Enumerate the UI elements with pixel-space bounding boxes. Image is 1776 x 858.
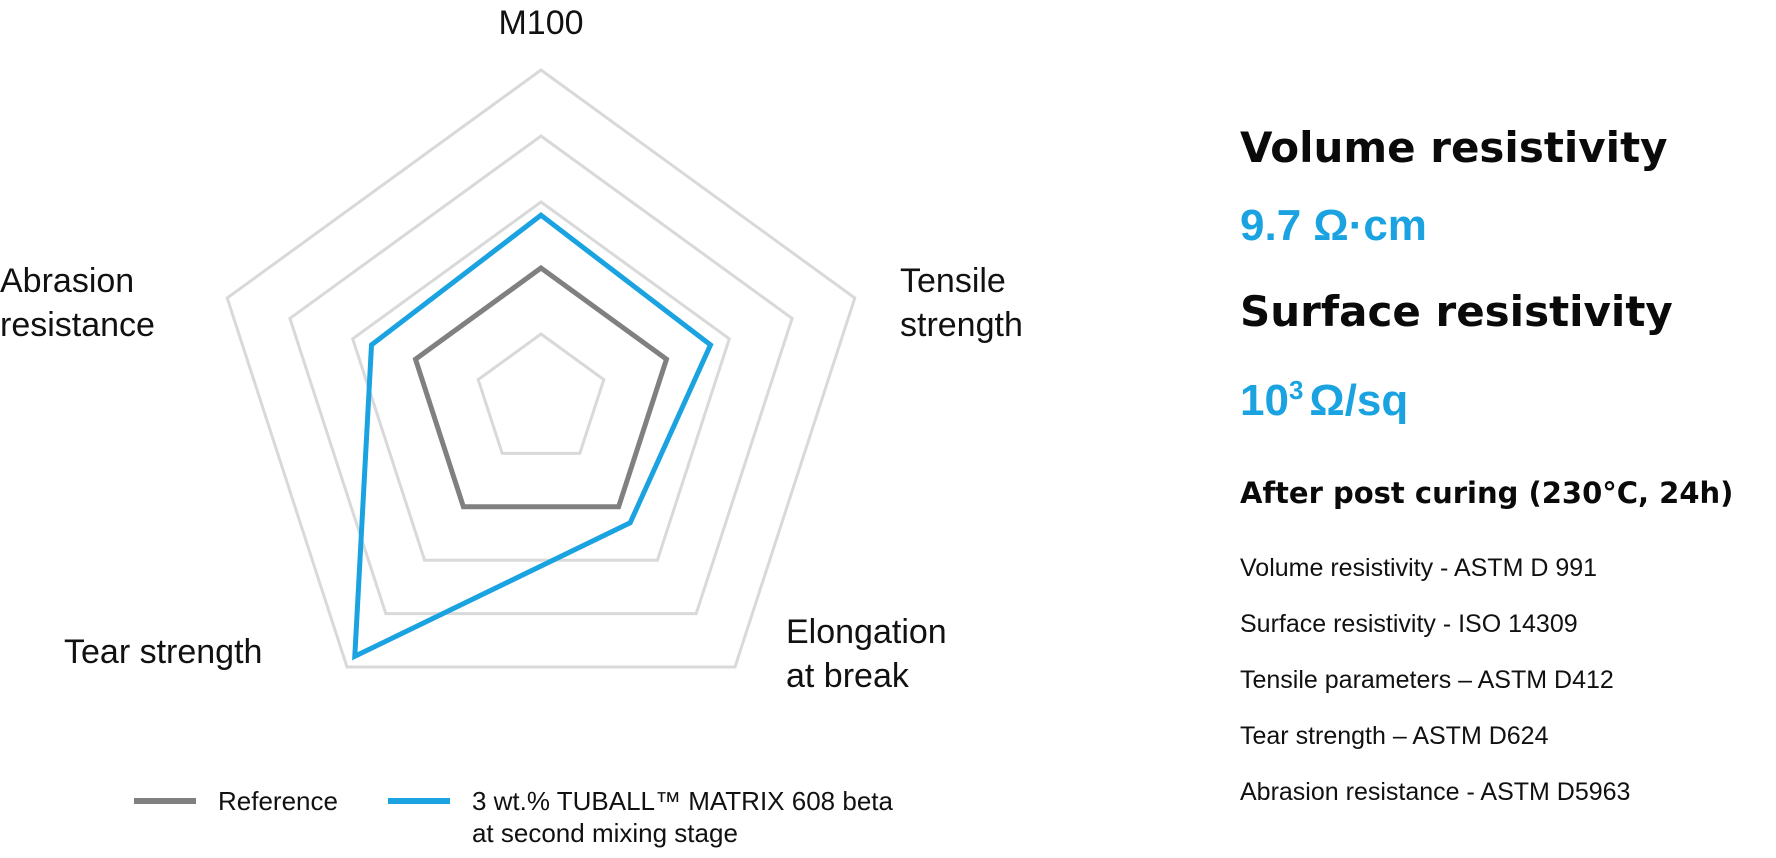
axis-label-3: Tear strength: [64, 633, 262, 671]
axis-label-0: M100: [498, 4, 583, 42]
axis-label-line: strength: [900, 306, 1023, 344]
test-method-item: Tear strength – ASTM D624: [1240, 722, 1549, 750]
axis-label-line: Tensile: [900, 262, 1006, 300]
axis-label-2: Elongation at break: [786, 613, 947, 695]
volume-resistivity-value: 9.7 Ω·cm: [1240, 201, 1427, 250]
legend-label-tuball: 3 wt.% TUBALL™ MATRIX 608 beta at second…: [471, 786, 893, 848]
grid-ring-1: [476, 332, 606, 455]
axis-label-line: Tear strength: [64, 633, 262, 671]
axis-label-4: Abrasion resistance: [0, 262, 155, 344]
axis-label-line: at break: [786, 657, 910, 695]
surface-value-base: 10: [1240, 376, 1289, 425]
radar-grid: [225, 68, 857, 669]
resistivity-panel: Volume resistivity 9.7 Ω·cm Surface resi…: [1240, 118, 1760, 833]
surface-resistivity-heading: Surface resistivity: [1240, 287, 1673, 336]
surface-value-unit: Ω/sq: [1309, 376, 1409, 425]
grid-ring-4: [288, 134, 794, 616]
radar-series: [352, 212, 714, 661]
axis-label-line: Elongation: [786, 613, 947, 651]
legend-label-reference: Reference: [218, 786, 338, 816]
test-method-item: Abrasion resistance - ASTM D5963: [1240, 778, 1631, 806]
axis-label-line: M100: [498, 4, 583, 42]
test-methods-list: Volume resistivity - ASTM D 991 Surface …: [1240, 553, 1760, 807]
volume-resistivity-heading: Volume resistivity: [1240, 123, 1668, 172]
legend-item-reference: Reference: [134, 785, 338, 817]
legend-item-tuball: 3 wt.% TUBALL™ MATRIX 608 beta at second…: [387, 785, 893, 849]
surface-resistivity-value: 103 Ω/sq: [1240, 360, 1760, 431]
series-line-0: [412, 264, 670, 510]
legend-swatch-reference: [134, 798, 196, 804]
surface-value-exponent: 3: [1288, 375, 1304, 405]
axis-label-line: Abrasion: [0, 262, 134, 300]
test-method-item: Volume resistivity - ASTM D 991: [1240, 554, 1598, 582]
series-line-1: [352, 212, 714, 661]
grid-ring-3: [350, 200, 732, 562]
test-method-item: Surface resistivity - ISO 14309: [1240, 610, 1578, 638]
radar-chart: M100 Tensile strength Elongation at break Tea…: [0, 4, 1023, 695]
legend: Reference 3 wt.% TUBALL™ MATRIX 608 beta…: [134, 785, 893, 849]
axis-label-1: Tensile strength: [900, 262, 1023, 344]
test-method-item: Tensile parameters – ASTM D412: [1240, 666, 1614, 694]
axis-label-line: resistance: [0, 306, 155, 344]
grid-ring-5: [225, 68, 857, 669]
after-curing-heading: After post curing (230°C, 24h): [1240, 476, 1734, 510]
legend-swatch-tuball: [387, 798, 450, 804]
axis-labels: M100 Tensile strength Elongation at break Tea…: [0, 4, 1023, 695]
